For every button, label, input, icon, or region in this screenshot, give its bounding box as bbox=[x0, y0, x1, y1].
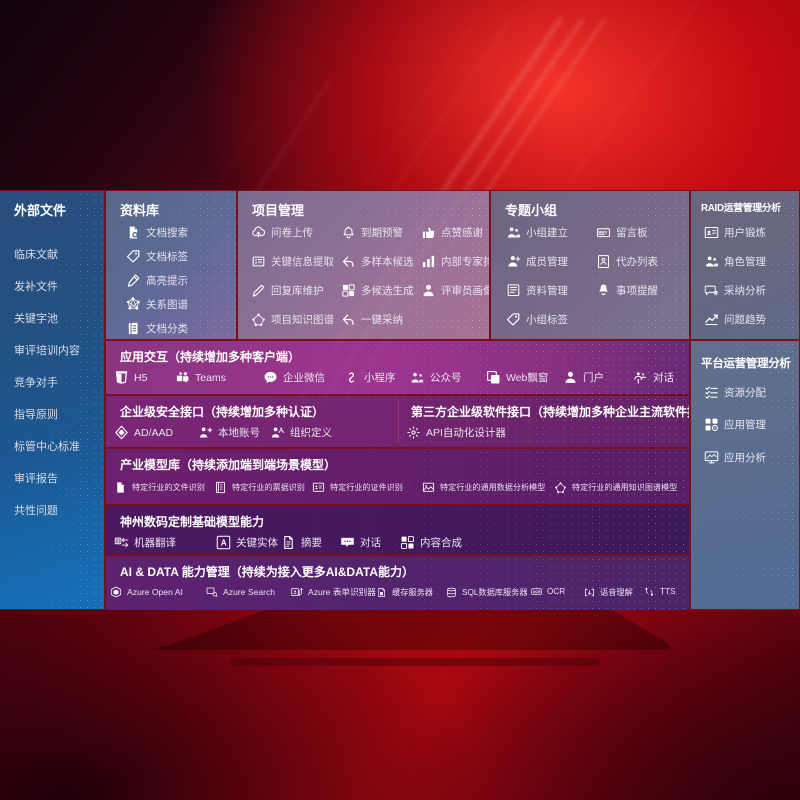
svg-text:OCR: OCR bbox=[533, 590, 541, 594]
svg-text:QA: QA bbox=[715, 291, 719, 295]
svg-text:A: A bbox=[221, 539, 227, 548]
svg-text:BBS: BBS bbox=[599, 229, 608, 234]
svg-text:译: 译 bbox=[116, 539, 120, 544]
